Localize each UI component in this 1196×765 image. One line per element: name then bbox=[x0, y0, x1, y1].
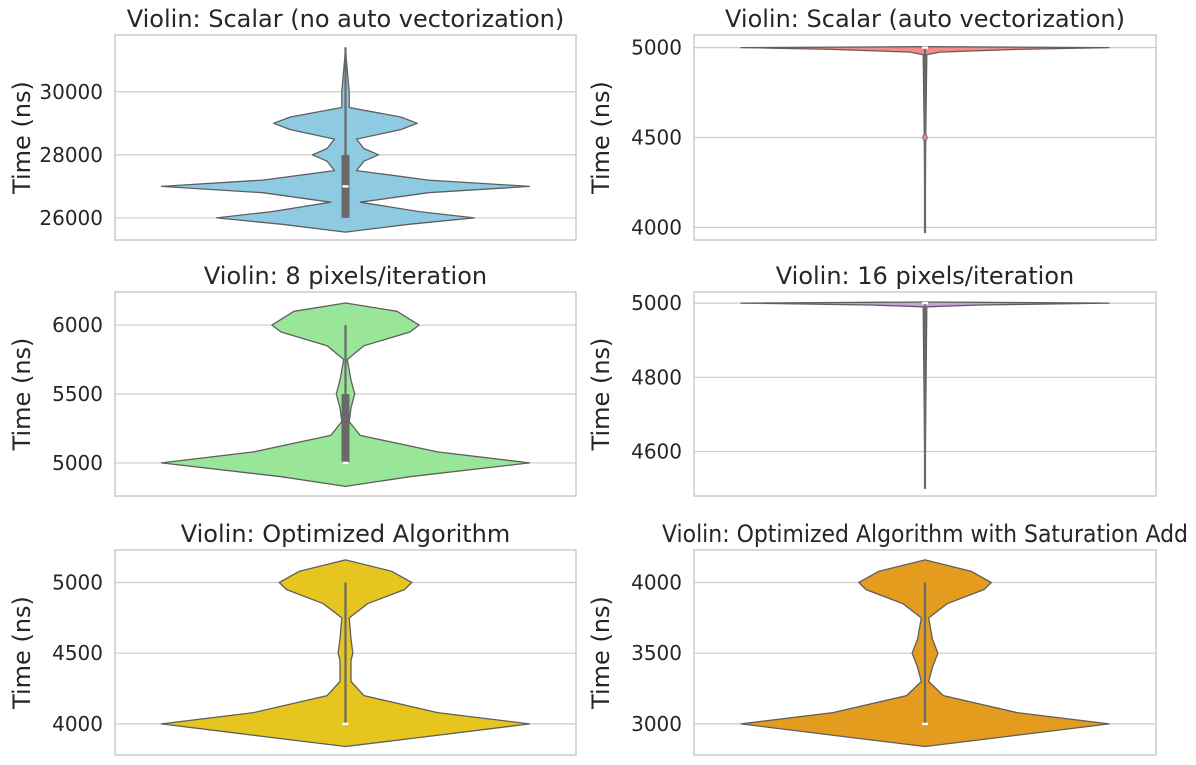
chart-title: Violin: Optimized Algorithm with Saturat… bbox=[662, 520, 1188, 548]
chart-title: Violin: Optimized Algorithm bbox=[181, 520, 511, 548]
y-tick-label: 4500 bbox=[631, 126, 682, 150]
panel-sixteen-px: 4600 4800 5000 Time (ns) Violin: 16 pixels/i… bbox=[587, 262, 1157, 497]
panel-optimized: 4000 4500 5000 Time (ns) Violin: Optimized A… bbox=[8, 520, 577, 756]
y-axis-label: Time (ns) bbox=[587, 81, 615, 195]
iqr-box bbox=[341, 394, 350, 463]
y-tick-label: 5000 bbox=[52, 451, 103, 475]
axes-frame bbox=[693, 34, 1157, 241]
y-tick-label: 3000 bbox=[631, 712, 682, 736]
median-marker bbox=[922, 46, 928, 49]
y-axis-label: Time (ns) bbox=[8, 596, 36, 710]
y-tick-label: 5000 bbox=[631, 291, 682, 315]
y-tick-label: 30000 bbox=[39, 80, 103, 104]
y-tick-label: 4500 bbox=[52, 641, 103, 665]
y-tick-label: 3500 bbox=[631, 641, 682, 665]
y-tick-label: 6000 bbox=[52, 313, 103, 337]
y-tick-label: 5000 bbox=[631, 36, 682, 60]
y-tick-label: 26000 bbox=[39, 206, 103, 230]
median-marker bbox=[342, 185, 349, 188]
y-axis-label: Time (ns) bbox=[587, 338, 615, 452]
axes-frame bbox=[114, 291, 577, 497]
chart-title: Violin: 8 pixels/iteration bbox=[204, 262, 487, 290]
y-tick-label: 5000 bbox=[52, 571, 103, 595]
chart-title: Violin: 16 pixels/iteration bbox=[776, 262, 1074, 290]
y-tick-label: 4000 bbox=[631, 571, 682, 595]
y-tick-label: 4000 bbox=[631, 215, 682, 239]
axes-frame bbox=[693, 549, 1157, 756]
y-axis-label: Time (ns) bbox=[587, 596, 615, 710]
y-tick-label: 28000 bbox=[39, 143, 103, 167]
axes-frame bbox=[114, 34, 577, 241]
panel-scalar-auto-vec: 4000 4500 5000 Time (ns) Violin: Scalar (aut… bbox=[587, 5, 1157, 241]
y-tick-label: 5500 bbox=[52, 382, 103, 406]
axes-frame bbox=[693, 291, 1157, 497]
y-tick-label: 4800 bbox=[631, 365, 682, 389]
median-marker bbox=[342, 461, 349, 465]
y-tick-label: 4000 bbox=[52, 712, 103, 736]
y-tick-label: 4600 bbox=[631, 439, 682, 463]
chart-title: Violin: Scalar (no auto vectorization) bbox=[127, 5, 564, 33]
median-marker bbox=[922, 722, 928, 726]
chart-title: Violin: Scalar (auto vectorization) bbox=[725, 5, 1125, 33]
median-marker bbox=[922, 301, 928, 305]
median-marker bbox=[342, 722, 349, 726]
panel-optimized-sat-add: 3000 3500 4000 Time (ns) Violin: Optimized A… bbox=[587, 520, 1188, 756]
axes-frame bbox=[114, 549, 577, 756]
outlier-point bbox=[922, 134, 928, 141]
y-axis-label: Time (ns) bbox=[8, 338, 36, 452]
panel-eight-px: 5000 5500 6000 Time (ns) Violin: 8 pixels/it… bbox=[8, 262, 577, 497]
y-axis-label: Time (ns) bbox=[8, 81, 36, 195]
